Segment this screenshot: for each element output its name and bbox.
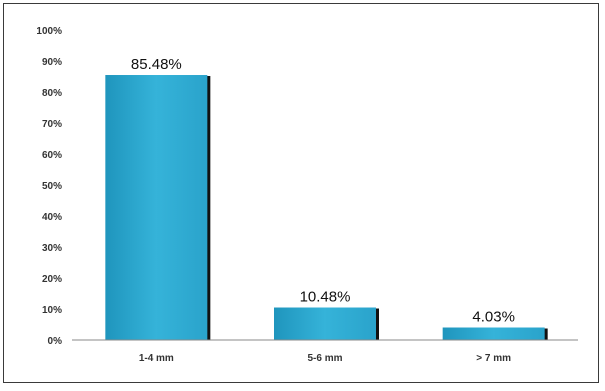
y-tick-label: 80% <box>42 88 62 99</box>
y-tick-label: 60% <box>42 150 62 161</box>
y-tick-label: 20% <box>42 274 62 285</box>
y-tick-label: 10% <box>42 305 62 316</box>
y-tick-label: 100% <box>36 26 62 37</box>
y-tick-label: 30% <box>42 243 62 254</box>
x-tick-label: 5-6 mm <box>307 353 342 364</box>
bar-shadow <box>206 76 211 341</box>
y-tick-label: 70% <box>42 119 62 130</box>
bar <box>274 307 376 340</box>
data-label: 10.48% <box>300 289 351 306</box>
x-tick-label: > 7 mm <box>476 353 511 364</box>
data-label: 4.03% <box>472 309 515 326</box>
y-tick-label: 0% <box>48 336 63 347</box>
x-tick-label: 1-4 mm <box>139 353 174 364</box>
x-axis: 1-4 mm 5-6 mm > 7 mm <box>72 339 578 364</box>
bar-shadow <box>543 328 548 340</box>
y-tick-label: 40% <box>42 212 62 223</box>
y-axis: 0% 10% 20% 30% 40% 50% 60% 70% 80% 90% 100% <box>36 26 62 347</box>
bars-group: 85.48% 10.48% 4.03% <box>105 56 548 341</box>
y-tick-label: 90% <box>42 57 62 68</box>
bar <box>105 75 208 341</box>
data-label: 85.48% <box>131 56 182 73</box>
bar <box>442 327 545 340</box>
y-tick-label: 50% <box>42 181 62 192</box>
bar-shadow <box>375 308 379 340</box>
